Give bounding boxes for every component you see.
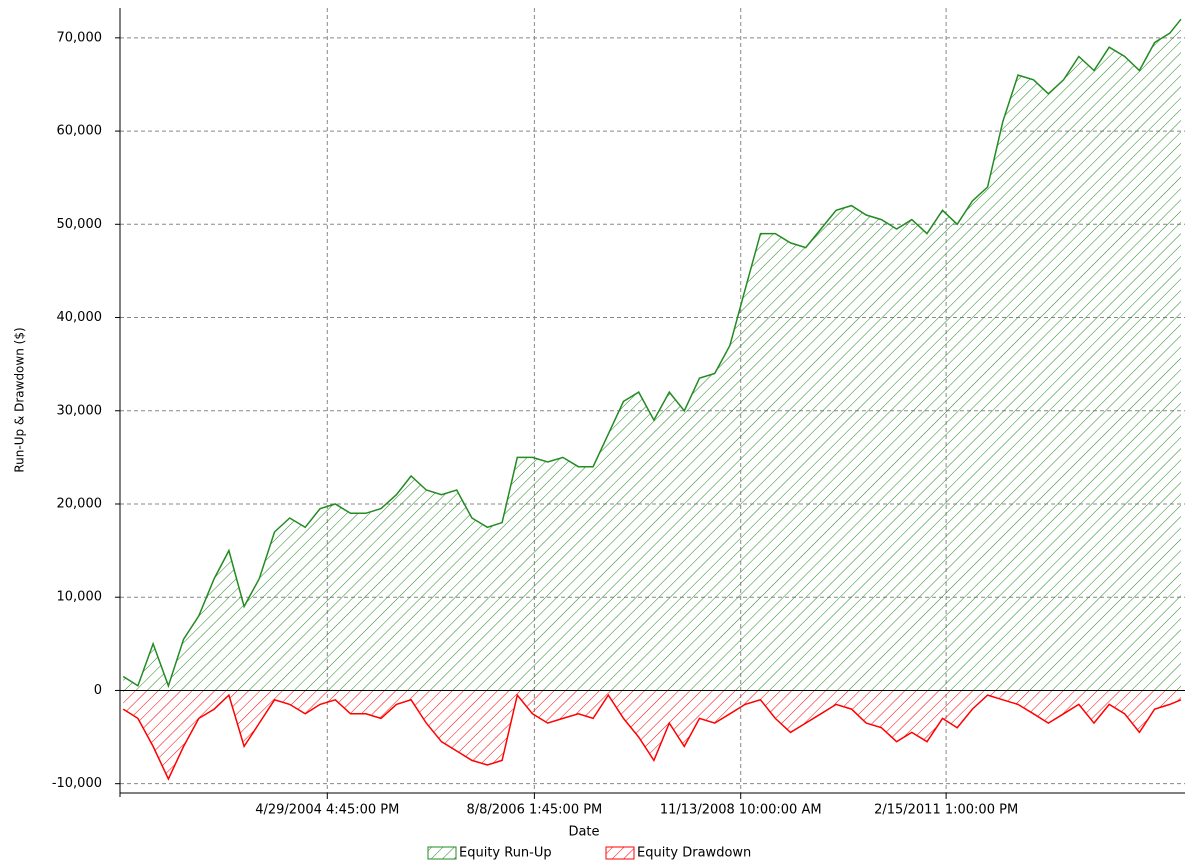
x-axis-label: Date — [568, 825, 599, 840]
legend-label: Equity Run-Up — [459, 846, 552, 861]
y-tick-label: 40,000 — [57, 310, 103, 325]
y-tick-label: 30,000 — [57, 403, 103, 418]
area — [123, 690, 1182, 779]
line — [122, 693, 1182, 781]
x-tick-label: 11/13/2008 10:00:00 AM — [660, 803, 822, 818]
legend: Equity Run-Up Equity Drawdown — [427, 846, 751, 861]
area — [123, 19, 1182, 691]
x-tick-label: 2/15/2011 1:00:00 PM — [874, 803, 1018, 818]
y-axis-label: Run-Up & Drawdown ($) — [13, 327, 27, 472]
y-tick-label: -10,000 — [52, 776, 102, 791]
legend-label: Equity Drawdown — [637, 846, 751, 861]
legend-swatch — [427, 846, 457, 860]
x-tick-label: 8/8/2006 1:45:00 PM — [466, 803, 602, 818]
axes: -10,000 0 10,000 20,000 30,000 40,000 50,000 60… — [52, 8, 1185, 818]
y-tick-label: 70,000 — [57, 30, 103, 45]
y-tick-label: 10,000 — [57, 590, 103, 605]
y-tick-label: 0 — [94, 683, 102, 698]
y-tick-label: 50,000 — [57, 217, 103, 232]
plot-area — [122, 18, 1182, 781]
y-tick-label: 20,000 — [57, 496, 103, 511]
legend-swatch — [605, 846, 635, 860]
x-tick-label: 4/29/2004 4:45:00 PM — [255, 803, 399, 818]
line — [122, 18, 1182, 689]
y-tick-label: 60,000 — [57, 124, 103, 139]
